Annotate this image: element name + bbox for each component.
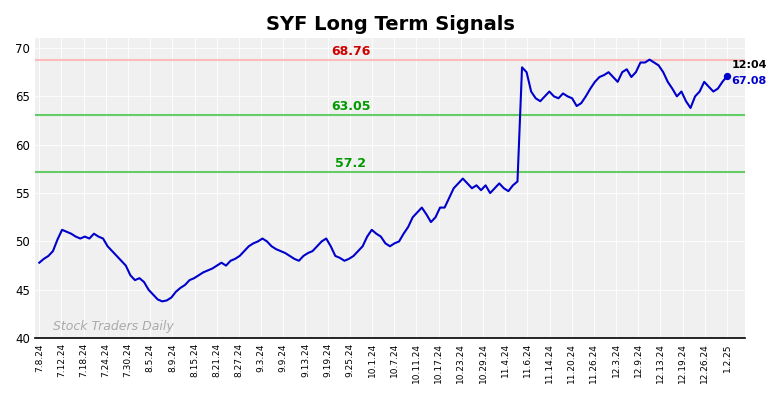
Text: 67.08: 67.08: [731, 76, 767, 86]
Text: Stock Traders Daily: Stock Traders Daily: [53, 320, 174, 333]
Text: 63.05: 63.05: [331, 100, 371, 113]
Title: SYF Long Term Signals: SYF Long Term Signals: [266, 15, 514, 34]
Text: 12:04: 12:04: [731, 60, 767, 70]
Text: 57.2: 57.2: [336, 157, 366, 170]
Text: 68.76: 68.76: [331, 45, 371, 58]
Point: [720, 73, 733, 80]
